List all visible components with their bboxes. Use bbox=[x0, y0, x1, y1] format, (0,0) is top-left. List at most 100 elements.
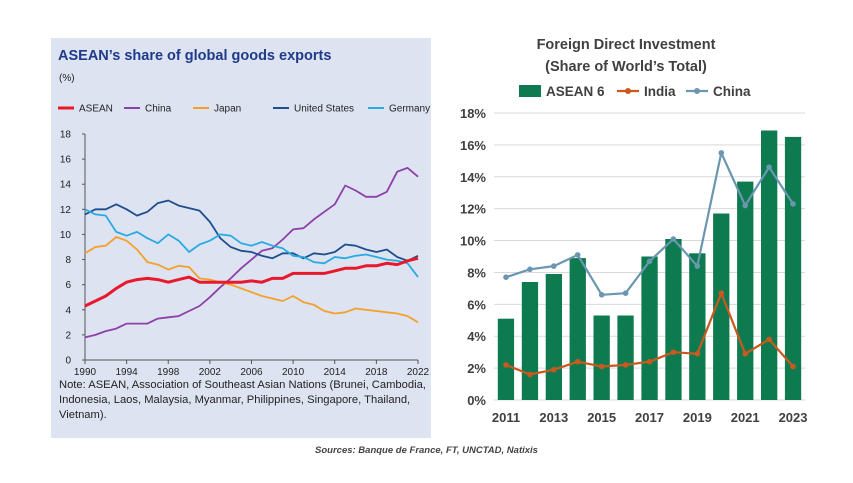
left-x-tick-label: 2002 bbox=[199, 367, 222, 378]
left-y-tick-label: 18 bbox=[60, 130, 72, 141]
right-y-tick-label: 18% bbox=[460, 106, 486, 121]
left-y-tick-label: 10 bbox=[60, 230, 72, 241]
right-chart-svg: Foreign Direct Investment (Share of Worl… bbox=[460, 37, 808, 425]
right-bar-asean6-2016 bbox=[617, 315, 634, 400]
right-series-china-point bbox=[574, 252, 581, 258]
right-bar-asean6-2017 bbox=[641, 256, 658, 400]
left-x-tick-label: 2014 bbox=[324, 367, 347, 378]
right-x-tick-label: 2019 bbox=[683, 410, 712, 425]
right-legend-swatch-asean-6 bbox=[519, 85, 541, 97]
right-y-tick-label: 6% bbox=[467, 297, 486, 312]
left-chart-unit: (%) bbox=[59, 73, 75, 84]
right-series-india-point bbox=[766, 336, 772, 343]
right-series-india-point bbox=[742, 351, 748, 357]
right-legend-marker-india bbox=[625, 88, 631, 94]
right-y-tick-label: 4% bbox=[467, 329, 486, 344]
left-series-china-line bbox=[84, 166, 419, 339]
right-bar-asean6-2021 bbox=[737, 181, 754, 400]
left-y-tick-label: 2 bbox=[65, 330, 71, 341]
right-series-china-point bbox=[694, 263, 701, 269]
right-x-tick-label: 2011 bbox=[492, 410, 520, 425]
left-legend-label-united-states: United States bbox=[294, 104, 354, 115]
left-y-tick-label: 16 bbox=[60, 155, 72, 166]
left-chart-svg: ASEAN’s share of global goods exports (%… bbox=[58, 48, 430, 379]
right-series-china-point bbox=[622, 290, 629, 297]
left-y-tick-label: 12 bbox=[60, 205, 72, 216]
sources-footnote: Sources: Banque de France, FT, UNCTAD, N… bbox=[315, 445, 538, 456]
right-series-india-point bbox=[646, 358, 653, 365]
right-chart-lines bbox=[503, 150, 796, 378]
right-bar-asean6-2013 bbox=[545, 274, 562, 400]
left-legend-label-china: China bbox=[145, 104, 172, 115]
right-series-india-point bbox=[551, 366, 557, 373]
left-chart-title: ASEAN’s share of global goods exports bbox=[58, 48, 331, 64]
right-series-china-point bbox=[742, 202, 748, 209]
right-y-tick-label: 10% bbox=[460, 234, 486, 249]
right-series-india-point bbox=[503, 362, 509, 368]
right-y-tick-label: 2% bbox=[467, 361, 486, 376]
right-bar-asean6-2022 bbox=[761, 130, 778, 400]
left-legend-label-germany: Germany bbox=[389, 104, 430, 115]
right-x-tick-label: 2015 bbox=[587, 410, 616, 425]
right-series-china-point bbox=[766, 164, 772, 170]
right-series-china-point bbox=[598, 292, 605, 298]
right-x-tick-label: 2023 bbox=[779, 410, 808, 425]
right-series-china-point bbox=[790, 201, 796, 207]
left-x-tick-label: 2010 bbox=[282, 367, 305, 378]
right-bar-asean6-2018 bbox=[665, 239, 682, 400]
left-x-tick-label: 2022 bbox=[407, 367, 430, 378]
left-y-tick-label: 0 bbox=[65, 356, 71, 367]
right-legend-label-asean-6: ASEAN 6 bbox=[546, 84, 605, 99]
right-series-india-point bbox=[574, 358, 581, 365]
right-bar-asean6-2011 bbox=[497, 318, 515, 400]
left-chart-note: Note: ASEAN, Association of Southeast As… bbox=[59, 379, 426, 421]
left-y-tick-label: 14 bbox=[60, 180, 72, 191]
right-series-india-point bbox=[622, 362, 629, 368]
left-series-asean-line bbox=[84, 256, 419, 308]
right-chart-title-line1: Foreign Direct Investment bbox=[537, 37, 716, 53]
right-y-tick-label: 14% bbox=[460, 170, 486, 185]
right-series-china-point bbox=[670, 236, 677, 242]
left-y-tick-label: 6 bbox=[65, 280, 71, 291]
left-x-tick-label: 1990 bbox=[74, 367, 97, 378]
right-series-india-point bbox=[670, 349, 677, 356]
right-y-tick-label: 12% bbox=[460, 202, 486, 217]
right-y-tick-label: 16% bbox=[460, 138, 486, 153]
right-series-india-point bbox=[790, 363, 796, 370]
right-legend-marker-china bbox=[694, 88, 700, 94]
left-y-tick-label: 8 bbox=[65, 255, 71, 266]
right-chart-legend: ASEAN 6 India China bbox=[519, 84, 751, 99]
left-chart-panel: ASEAN’s share of global goods exports (%… bbox=[51, 38, 431, 438]
right-series-china-point bbox=[527, 266, 533, 273]
right-chart-axes: 0% 2% 4% 6% 8% 10% 12% 14% 16% 18% 2011 2013 2015 201… bbox=[460, 106, 808, 425]
right-x-tick-label: 2021 bbox=[731, 410, 760, 425]
right-series-india-point bbox=[598, 363, 605, 370]
right-chart-panel: Foreign Direct Investment (Share of Worl… bbox=[440, 30, 820, 450]
left-chart-axes: 0 2 4 6 8 10 12 14 16 18 1990 1994 1998 2002 2006 2010 2… bbox=[60, 130, 430, 379]
right-y-tick-label: 8% bbox=[467, 265, 486, 280]
right-series-india-point bbox=[527, 371, 533, 378]
right-x-tick-label: 2013 bbox=[539, 410, 568, 425]
right-chart-title-line2: (Share of World’s Total) bbox=[545, 59, 707, 75]
left-x-tick-label: 2006 bbox=[240, 367, 263, 378]
left-legend-label-japan: Japan bbox=[214, 104, 241, 115]
right-bar-asean6-2019 bbox=[689, 253, 706, 400]
left-chart-series bbox=[84, 166, 419, 339]
right-legend-label-china: China bbox=[713, 84, 751, 99]
left-chart-legend: ASEAN China Japan United States Germany bbox=[58, 104, 430, 115]
right-bar-asean6-2023 bbox=[784, 136, 802, 400]
left-series-germany-line bbox=[84, 208, 419, 278]
right-y-tick-label: 0% bbox=[467, 393, 486, 408]
right-bar-asean6-2015 bbox=[593, 315, 610, 400]
right-x-tick-label: 2017 bbox=[635, 410, 664, 425]
right-series-india-point bbox=[718, 290, 725, 297]
left-series-united-states-line bbox=[84, 199, 419, 262]
right-chart-bars bbox=[497, 130, 802, 400]
left-series-japan-line bbox=[84, 236, 419, 324]
left-x-tick-label: 1994 bbox=[116, 367, 139, 378]
left-x-tick-label: 1998 bbox=[157, 367, 180, 378]
right-bar-asean6-2020 bbox=[713, 213, 730, 400]
left-legend-label-asean: ASEAN bbox=[79, 104, 113, 115]
left-y-tick-label: 4 bbox=[65, 305, 71, 316]
right-bar-asean6-2012 bbox=[521, 282, 539, 400]
